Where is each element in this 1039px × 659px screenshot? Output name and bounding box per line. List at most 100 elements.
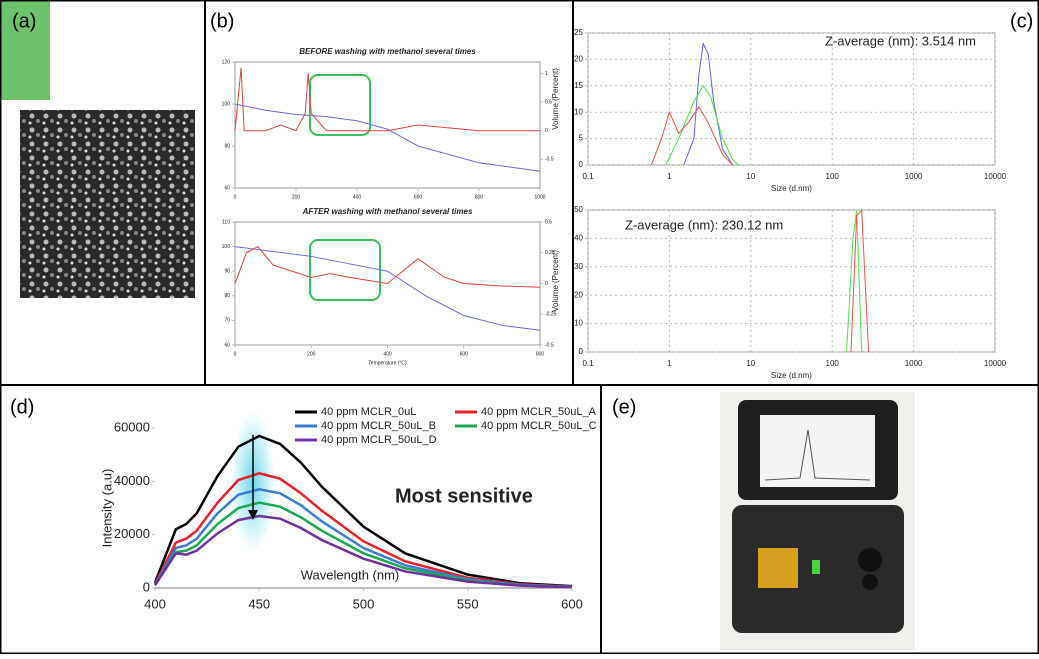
chart-title: AFTER washing with methanol several time… xyxy=(302,207,473,216)
y-tick-label: 10 xyxy=(574,319,583,328)
panel-label: (a) xyxy=(12,10,36,32)
x-tick-label: 800 xyxy=(475,194,484,200)
x-tick-label: 600 xyxy=(460,351,469,357)
y-tick-label: 100 xyxy=(222,101,231,107)
x-tick-label: 800 xyxy=(536,351,545,357)
legend-label: 40 ppm MCLR_50uL_B xyxy=(321,420,436,432)
x-tick-label: 500 xyxy=(353,596,375,611)
x-axis-label: Temperature (°C) xyxy=(368,360,407,366)
x-tick-label: 100 xyxy=(826,359,840,368)
x-tick-label: 10 xyxy=(746,359,755,368)
y-tick-label: 40 xyxy=(574,234,583,243)
x-axis-label: Size (d.nm) xyxy=(771,184,812,193)
y-tick-label: 80 xyxy=(224,143,230,149)
y2-tick-label: 0.5 xyxy=(545,99,552,105)
data-line xyxy=(234,67,540,132)
y2-tick-label: 0 xyxy=(545,281,548,287)
data-line xyxy=(846,209,863,353)
x-tick-label: 400 xyxy=(383,351,392,357)
y-tick-label: 15 xyxy=(574,81,583,90)
x-tick-label: 10000 xyxy=(984,172,1007,181)
y-axis-label: Volume (Percent) xyxy=(551,250,560,312)
data-line xyxy=(153,434,573,588)
x-tick-label: 1 xyxy=(667,359,672,368)
y-tick-label: 50 xyxy=(574,205,583,214)
x-axis-label: Wavelength (nm) xyxy=(301,567,400,582)
y-tick-label: 40000 xyxy=(114,473,150,488)
y-tick-label: 80 xyxy=(224,293,230,299)
device-photo xyxy=(720,392,915,650)
sem-image xyxy=(20,110,195,298)
x-tick-label: 10000 xyxy=(984,359,1007,368)
data-line xyxy=(683,41,734,166)
y-tick-label: 60000 xyxy=(114,419,150,434)
data-line xyxy=(153,514,573,589)
plot-frame xyxy=(155,428,572,588)
x-tick-label: 0.1 xyxy=(582,359,594,368)
x-tick-label: 1000 xyxy=(905,359,923,368)
x-axis-label: Size (d.nm) xyxy=(771,371,812,380)
y-tick-label: 60 xyxy=(224,342,230,348)
panel-label: (d) xyxy=(10,396,34,418)
panel-label: (c) xyxy=(1010,10,1033,32)
y-tick-label: 25 xyxy=(574,28,583,37)
data-line xyxy=(153,472,573,588)
annotation: Z-average (nm): 230.12 nm xyxy=(625,217,783,232)
x-tick-label: 550 xyxy=(457,596,479,611)
y-tick-label: 0 xyxy=(579,160,584,169)
data-line xyxy=(153,501,573,589)
legend-label: 40 ppm MCLR_50uL_D xyxy=(321,434,437,446)
y-axis-label: Volume (Percent) xyxy=(551,68,560,130)
x-tick-label: 0.1 xyxy=(582,172,594,181)
panel-label: (e) xyxy=(612,396,636,418)
annotation: Z-average (nm): 3.514 nm xyxy=(825,33,976,48)
y2-tick-label: 1 xyxy=(545,71,548,77)
y-tick-label: 20 xyxy=(574,290,583,299)
x-tick-label: 200 xyxy=(307,351,316,357)
plot-frame xyxy=(234,61,541,189)
x-tick-label: 10 xyxy=(746,172,755,181)
y-tick-label: 10 xyxy=(574,107,583,116)
y-tick-label: 0 xyxy=(579,347,584,356)
x-tick-label: 450 xyxy=(248,596,270,611)
data-line xyxy=(234,245,541,288)
x-tick-label: 1000 xyxy=(905,172,923,181)
y-tick-label: 70 xyxy=(224,318,230,324)
y2-tick-label: 0 xyxy=(545,128,548,134)
panel-label: (b) xyxy=(210,10,234,32)
annotation: Most sensitive xyxy=(395,485,533,507)
x-tick-label: 1000 xyxy=(534,194,545,200)
data-line xyxy=(234,246,541,331)
data-line xyxy=(153,488,573,589)
y-tick-label: 5 xyxy=(579,134,584,143)
y2-tick-label: 0.5 xyxy=(545,219,552,225)
legend-label: 40 ppm MCLR_0uL xyxy=(321,406,416,418)
corner-accent xyxy=(0,0,50,100)
x-tick-label: 0 xyxy=(234,351,237,357)
x-tick-label: 600 xyxy=(414,194,423,200)
y-tick-label: 100 xyxy=(222,244,231,250)
y-tick-label: 20 xyxy=(574,55,583,64)
legend-label: 40 ppm MCLR_50uL_C xyxy=(481,420,597,432)
data-line xyxy=(234,103,541,172)
chart-title: BEFORE washing with methanol several tim… xyxy=(299,47,476,56)
x-tick-label: 200 xyxy=(292,194,301,200)
y-tick-label: 110 xyxy=(222,219,230,225)
legend-label: 40 ppm MCLR_50uL_A xyxy=(481,406,597,418)
data-line xyxy=(850,208,870,353)
y-tick-label: 90 xyxy=(224,269,230,275)
data-line xyxy=(665,84,739,166)
x-tick-label: 1 xyxy=(667,172,672,181)
x-tick-label: 0 xyxy=(234,194,237,200)
arrow-head xyxy=(248,510,258,520)
x-tick-label: 400 xyxy=(144,596,166,611)
highlight-box xyxy=(309,239,381,301)
y2-tick-label: 0.25 xyxy=(545,250,555,256)
y-tick-label: 30 xyxy=(574,262,583,271)
plot-frame xyxy=(587,32,996,166)
x-tick-label: 400 xyxy=(353,194,362,200)
y2-tick-label: -0.25 xyxy=(545,312,557,318)
